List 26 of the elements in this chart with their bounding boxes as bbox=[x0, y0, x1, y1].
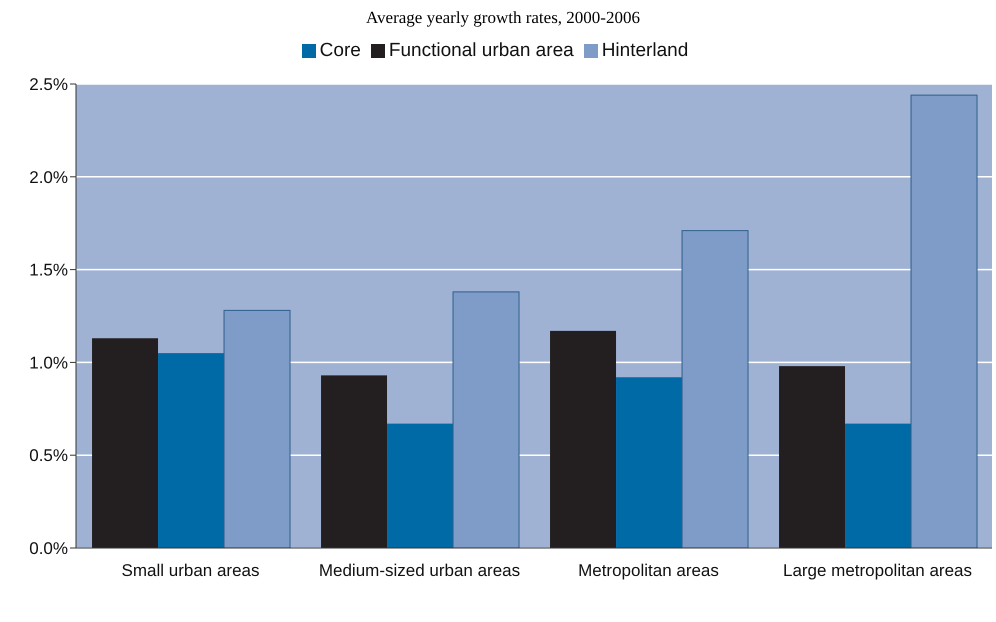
y-tick-label: 2.5% bbox=[29, 75, 68, 94]
x-tick-label: Metropolitan areas bbox=[578, 561, 719, 580]
x-tick-label: Small urban areas bbox=[122, 561, 260, 580]
bar bbox=[158, 353, 224, 548]
legend-label: Functional urban area bbox=[388, 40, 574, 61]
bar bbox=[616, 377, 682, 548]
bar bbox=[387, 424, 454, 548]
bar bbox=[92, 338, 158, 548]
x-tick-label: Large metropolitan areas bbox=[782, 561, 972, 580]
y-tick-label: 0.0% bbox=[29, 539, 68, 558]
legend-label: Core bbox=[320, 40, 361, 61]
chart-title: Average yearly growth rates, 2000-2006 bbox=[365, 8, 641, 29]
bar bbox=[779, 366, 846, 548]
x-tick-label: Medium-sized urban areas bbox=[318, 561, 520, 580]
bar bbox=[910, 94, 978, 548]
y-tick-label: 1.5% bbox=[29, 260, 68, 280]
bar bbox=[682, 230, 749, 548]
bar bbox=[321, 375, 388, 548]
bar bbox=[550, 330, 616, 548]
y-tick-label: 0.5% bbox=[29, 446, 68, 466]
y-tick-label: 1.0% bbox=[29, 353, 68, 372]
y-tick-label: 2.0% bbox=[29, 168, 68, 187]
bar bbox=[845, 424, 912, 548]
legend-label: Hinterland bbox=[602, 40, 688, 61]
bar bbox=[452, 291, 520, 548]
bar bbox=[224, 310, 291, 548]
